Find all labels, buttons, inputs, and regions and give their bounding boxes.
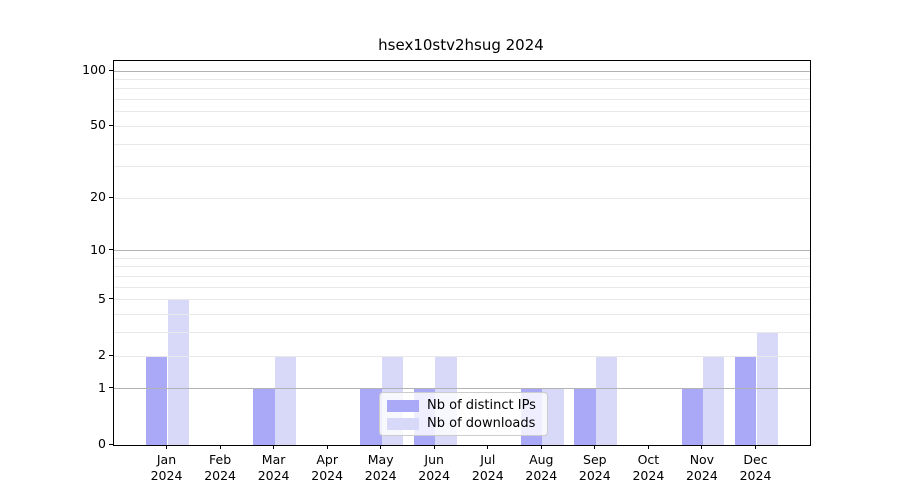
bar-distinct-ips-sep xyxy=(574,388,596,445)
chart-title: hsex10stv2hsug 2024 xyxy=(378,36,544,54)
y-tick-label: 100 xyxy=(82,62,106,77)
y-tick-mark xyxy=(109,249,113,251)
gridline-major xyxy=(114,70,810,72)
y-tick-label: 2 xyxy=(98,347,106,362)
legend-label-distinct-ips: Nb of distinct IPs xyxy=(427,398,536,413)
gridline-minor xyxy=(114,197,810,199)
legend: Nb of distinct IPs Nb of downloads xyxy=(379,392,548,436)
x-tick-mark xyxy=(380,445,382,449)
gridline-minor xyxy=(114,332,810,334)
gridline-minor xyxy=(114,143,810,145)
x-tick-label-aug: Aug 2024 xyxy=(525,452,558,483)
x-tick-label-jul: Jul 2024 xyxy=(471,452,504,483)
x-tick-label-jun: Jun 2024 xyxy=(418,452,451,483)
gridline-minor xyxy=(114,125,810,127)
y-tick-mark xyxy=(109,443,113,445)
y-tick-label: 0 xyxy=(98,436,106,451)
x-tick-mark xyxy=(594,445,596,449)
gridline-minor xyxy=(114,355,810,357)
bar-downloads-jan xyxy=(167,299,189,445)
x-tick-mark xyxy=(326,445,328,449)
legend-entry-downloads: Nb of downloads xyxy=(387,415,547,433)
gridline-minor xyxy=(114,99,810,101)
gridline-minor xyxy=(114,111,810,113)
x-tick-label-dec: Dec 2024 xyxy=(739,452,772,483)
y-tick-label: 10 xyxy=(90,241,106,257)
gridline-major xyxy=(114,250,810,252)
bar-distinct-ips-mar xyxy=(253,388,275,445)
gridline-minor xyxy=(114,166,810,168)
gridline-major xyxy=(114,388,810,390)
y-tick-label: 1 xyxy=(98,379,106,395)
gridline-minor xyxy=(114,299,810,301)
x-tick-label-sep: Sep 2024 xyxy=(578,452,611,483)
x-tick-label-apr: Apr 2024 xyxy=(311,452,344,483)
legend-swatch-distinct-ips xyxy=(387,400,419,412)
y-tick-mark xyxy=(109,69,113,71)
gridline-minor xyxy=(114,78,810,80)
y-tick-mark xyxy=(109,354,113,356)
x-tick-mark xyxy=(540,445,542,449)
x-tick-label-jan: Jan 2024 xyxy=(150,452,183,483)
gridline-minor xyxy=(114,257,810,259)
x-tick-label-oct: Oct 2024 xyxy=(632,452,665,483)
x-tick-mark xyxy=(273,445,275,449)
bar-downloads-mar xyxy=(274,356,296,445)
bar-distinct-ips-jan xyxy=(146,356,168,445)
y-tick-mark xyxy=(109,196,113,198)
x-tick-mark xyxy=(487,445,489,449)
x-tick-label-feb: Feb 2024 xyxy=(204,452,236,483)
plot-area xyxy=(113,60,811,446)
legend-entry-distinct-ips: Nb of distinct IPs xyxy=(387,397,547,415)
x-tick-mark xyxy=(166,445,167,449)
gridline-minor xyxy=(114,314,810,316)
x-tick-mark xyxy=(433,445,435,449)
gridline-minor xyxy=(114,286,810,288)
x-tick-mark xyxy=(701,445,703,449)
bar-downloads-sep xyxy=(595,356,618,445)
x-tick-label-mar: Mar 2024 xyxy=(257,452,290,483)
bar-distinct-ips-nov xyxy=(681,388,703,445)
gridline-minor xyxy=(114,276,810,277)
y-tick-mark xyxy=(109,387,113,389)
legend-label-downloads: Nb of downloads xyxy=(427,416,536,431)
x-tick-mark xyxy=(755,445,756,449)
x-tick-label-may: May 2024 xyxy=(364,452,397,483)
y-tick-label: 20 xyxy=(90,189,106,205)
x-tick-label-nov: Nov 2024 xyxy=(685,452,718,483)
gridline-minor xyxy=(114,88,810,90)
bar-distinct-ips-dec xyxy=(735,356,757,445)
y-tick-mark xyxy=(109,298,113,300)
gridline-minor xyxy=(114,266,810,268)
bar-downloads-nov xyxy=(702,356,725,445)
bar-distinct-ips-may xyxy=(360,388,382,445)
x-tick-mark xyxy=(647,445,649,449)
y-tick-label: 50 xyxy=(90,117,106,133)
y-tick-mark xyxy=(109,124,113,126)
y-tick-label: 5 xyxy=(98,290,106,306)
x-tick-mark xyxy=(219,445,221,449)
legend-swatch-downloads xyxy=(387,418,419,430)
